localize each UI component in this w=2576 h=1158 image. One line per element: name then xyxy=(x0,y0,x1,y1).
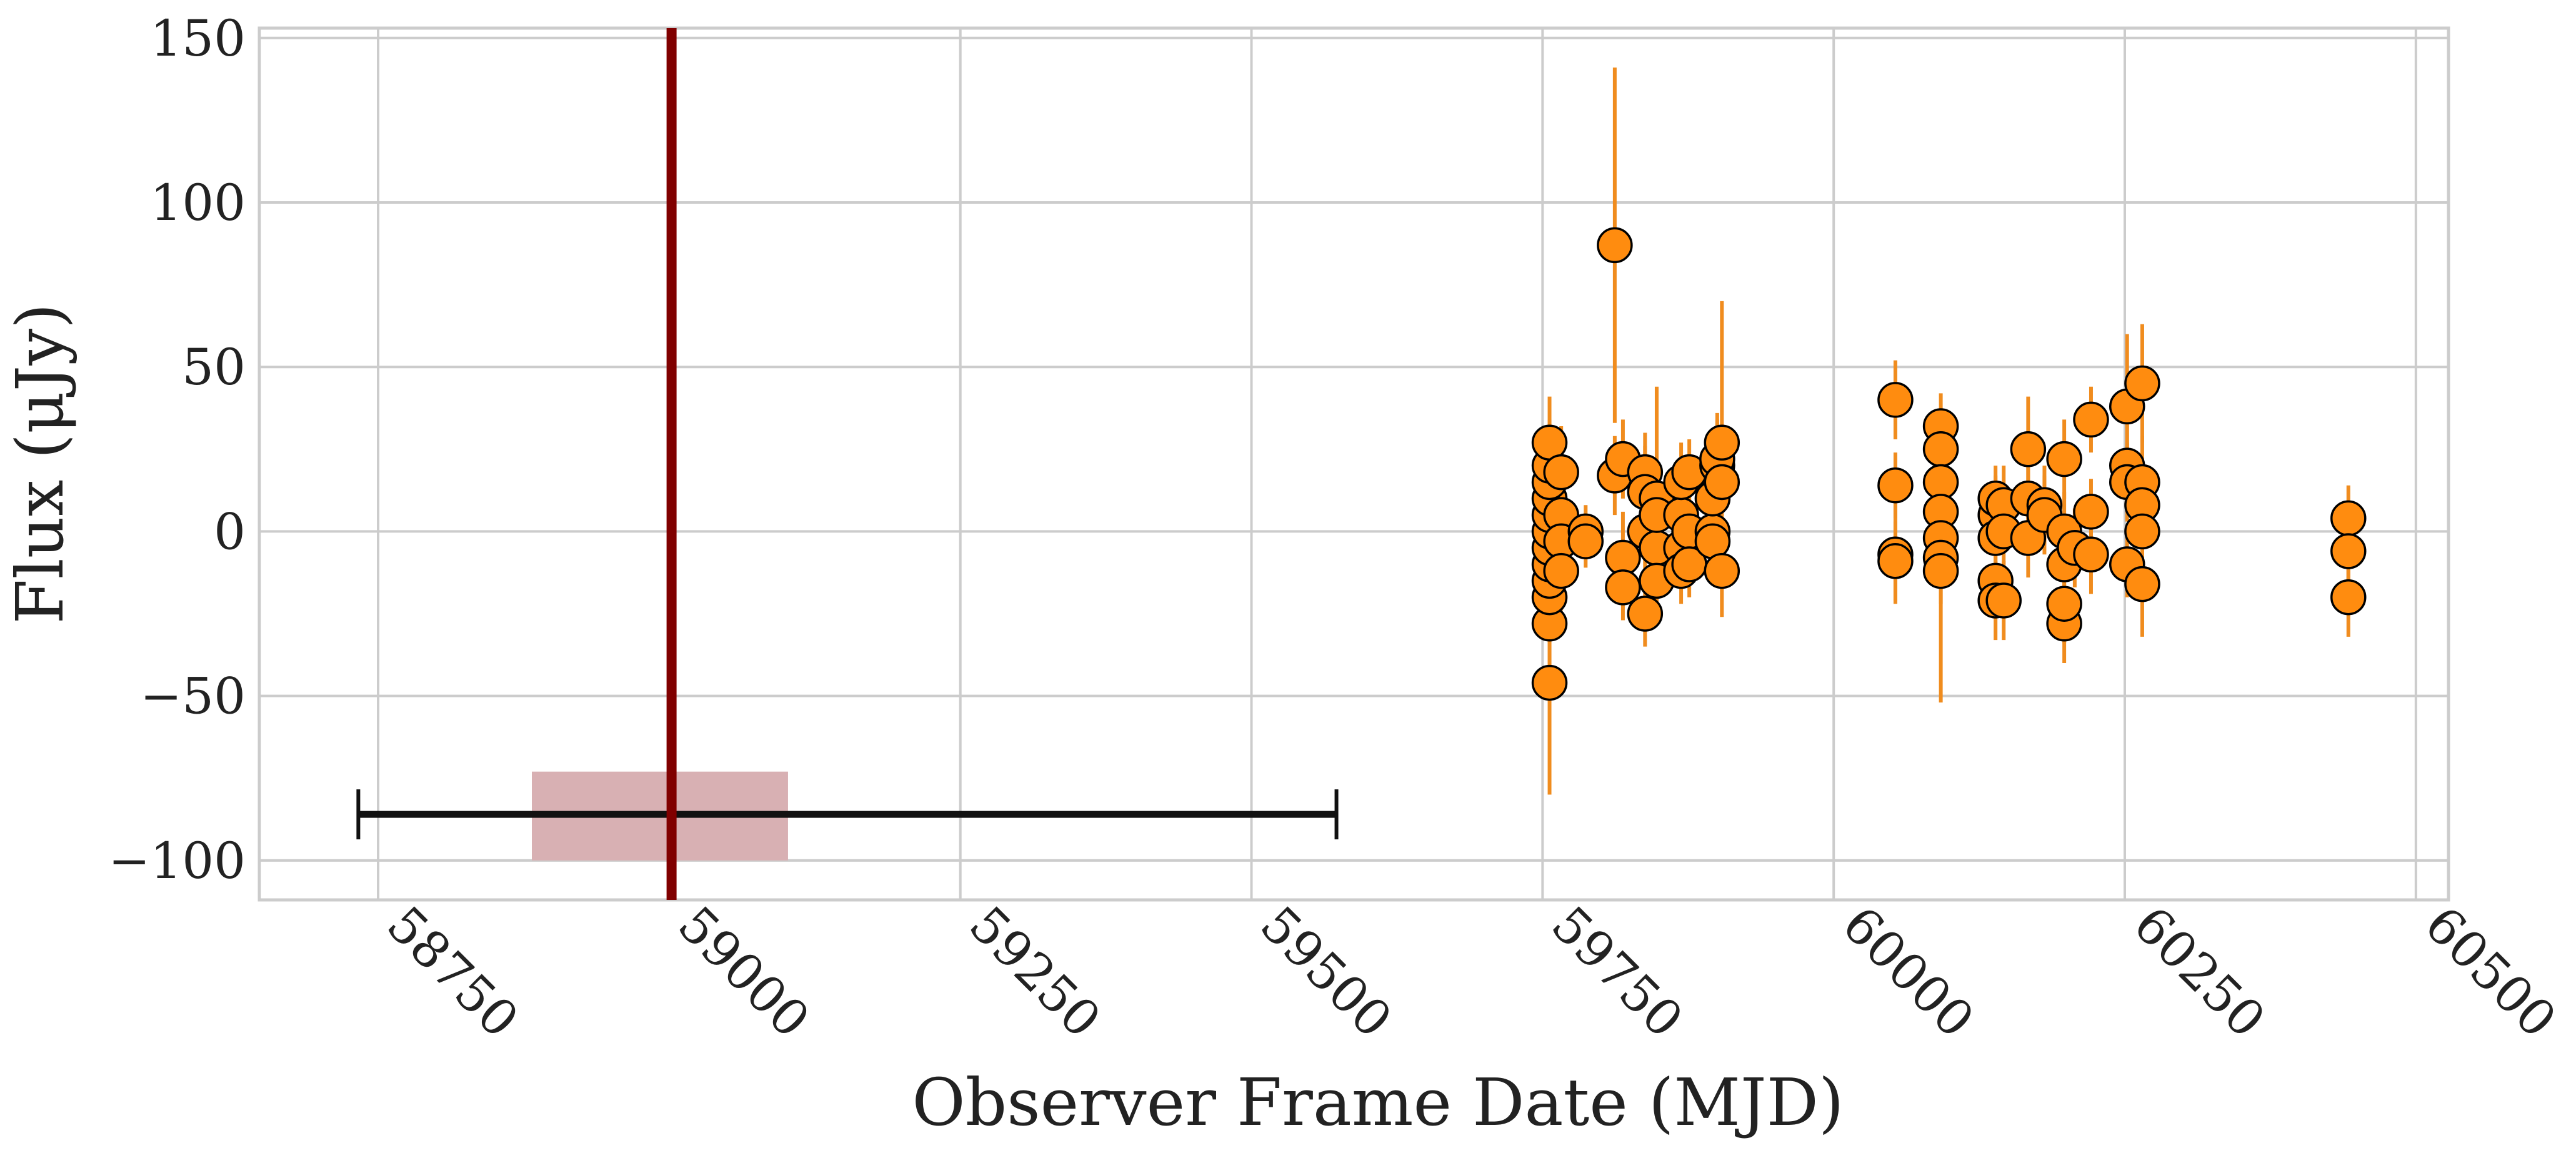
data-point xyxy=(1567,523,1604,559)
plot-frame xyxy=(257,26,2450,902)
data-point xyxy=(1985,582,2022,619)
data-point xyxy=(1694,523,1731,559)
data-point xyxy=(2124,365,2160,402)
data-point xyxy=(1605,569,1641,606)
data-point xyxy=(2073,494,2109,530)
data-point xyxy=(1704,464,1740,501)
data-point xyxy=(1627,596,1664,632)
data-point xyxy=(2330,500,2367,537)
data-point xyxy=(2073,536,2109,573)
y-tick-label: 100 xyxy=(150,174,246,232)
data-point xyxy=(1704,552,1740,589)
data-point xyxy=(1543,552,1579,589)
y-tick-label: −50 xyxy=(140,667,246,726)
data-point xyxy=(1704,424,1740,461)
data-point xyxy=(1531,664,1568,701)
data-point xyxy=(2010,431,2047,467)
data-point xyxy=(1877,382,1914,418)
y-tick-label: −100 xyxy=(108,832,246,890)
data-point xyxy=(1922,431,1959,467)
y-tick-label: 50 xyxy=(182,338,246,396)
data-point xyxy=(2330,533,2367,569)
data-point xyxy=(2073,401,2109,438)
data-point xyxy=(2124,513,2160,550)
y-tick-label: 150 xyxy=(150,9,246,67)
data-point xyxy=(2046,586,2082,622)
y-tick-label: 0 xyxy=(214,502,246,561)
data-point xyxy=(2124,566,2160,602)
data-point xyxy=(2330,579,2367,616)
data-point xyxy=(1877,543,1914,579)
data-point xyxy=(1543,454,1579,491)
data-point xyxy=(2046,441,2082,477)
data-point xyxy=(1597,227,1633,264)
data-point xyxy=(1877,467,1914,504)
y-axis-label: Flux (μJy) xyxy=(2,303,78,624)
x-axis-label: Observer Frame Date (MJD) xyxy=(912,1064,1844,1141)
data-point xyxy=(1922,552,1959,589)
